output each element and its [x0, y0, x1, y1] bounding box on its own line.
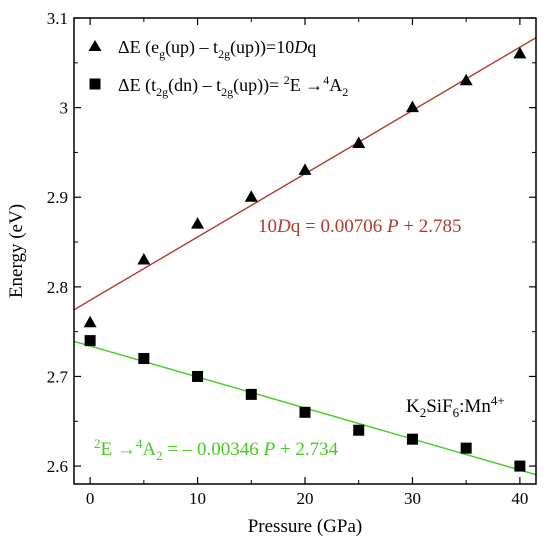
square-point: [514, 460, 526, 472]
fit-label-2e-4a2: 2E →4A2 = – 0.00346 P + 2.734: [94, 436, 339, 463]
triangle-point: [83, 315, 97, 328]
triangle-point: [244, 190, 258, 202]
square-point: [299, 406, 311, 418]
legend-entry-square: ΔE (t2g(dn) – t2g(up))= 2E →4A2: [118, 73, 348, 99]
legend-triangle-marker: [88, 40, 102, 51]
square-point: [192, 370, 204, 382]
legend: ΔE (eg(up) – t2g(up))=10Dq ΔE (t2g(dn) –…: [88, 37, 348, 99]
triangle-point: [405, 100, 419, 113]
x-tick-label: 30: [404, 489, 421, 508]
square-point: [84, 335, 96, 347]
y-tick-label: 2.6: [47, 457, 68, 476]
triangle-point: [459, 73, 473, 86]
square-point: [353, 424, 365, 436]
x-axis-title: Pressure (GPa): [248, 516, 363, 537]
square-point: [138, 353, 150, 365]
compound-annotation: K2SiF6:Mn4+: [406, 393, 505, 420]
triangle-point: [513, 46, 527, 59]
y-axis-title: Energy (eV): [6, 204, 27, 298]
y-tick-label: 2.7: [47, 367, 69, 386]
fit-label-10dq: 10Dq = 0.00706 P + 2.785: [258, 216, 462, 237]
x-tick-label: 0: [86, 489, 95, 508]
y-tick-label: 3: [60, 99, 69, 118]
legend-entry-triangle: ΔE (eg(up) – t2g(up))=10Dq: [118, 37, 316, 61]
square-point: [245, 388, 257, 400]
triangle-point: [137, 252, 151, 265]
data-markers: [83, 46, 527, 472]
triangle-point: [191, 217, 205, 229]
axis-ticks: 0 10 20 30 40 2.6 2.7 2.8 2.9 3 3.1: [47, 9, 536, 508]
square-point: [406, 433, 418, 445]
triangle-point: [352, 136, 366, 148]
y-tick-label: 3.1: [47, 9, 68, 28]
x-tick-label: 20: [297, 489, 314, 508]
y-tick-label: 2.8: [47, 278, 68, 297]
x-tick-label: 10: [189, 489, 206, 508]
legend-square-marker: [89, 78, 101, 90]
triangle-point: [298, 163, 312, 175]
x-tick-label: 40: [511, 489, 528, 508]
square-point: [460, 442, 472, 454]
y-tick-label: 2.9: [47, 188, 68, 207]
